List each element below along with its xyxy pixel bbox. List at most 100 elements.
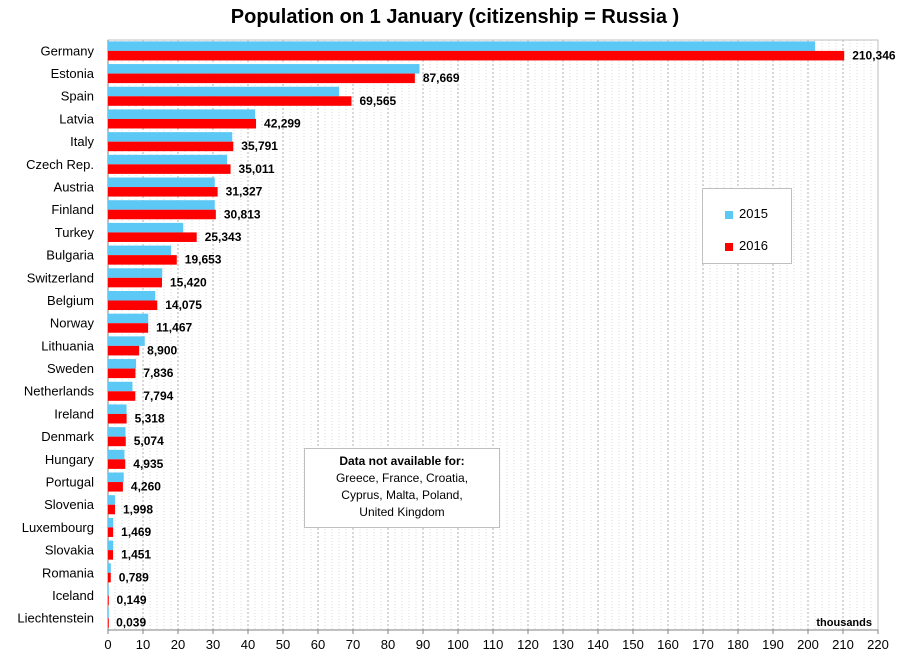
bar-2015: [108, 336, 145, 346]
category-label: Turkey: [55, 225, 95, 240]
data-label-2016: 35,011: [239, 162, 275, 176]
data-label-2016: 15,420: [170, 275, 207, 289]
category-label: Lithuania: [41, 338, 95, 353]
bar-2015: [108, 359, 136, 369]
legend-label-2016: 2016: [739, 238, 768, 253]
bar-2016: [108, 323, 149, 333]
bar-2016: [108, 413, 127, 424]
category-label: Luxembourg: [22, 520, 94, 535]
data-label-2016: 1,469: [121, 525, 151, 539]
note-line: Greece, France, Croatia,: [335, 471, 469, 485]
bar-2016: [108, 550, 114, 560]
bar-2015: [108, 41, 815, 51]
bar-2015: [108, 245, 171, 256]
x-tick-label: 160: [657, 637, 679, 652]
bar-2015: [108, 495, 115, 505]
data-label-2016: 87,669: [423, 71, 460, 85]
x-tick-label: 80: [381, 637, 395, 652]
bar-2016: [108, 118, 257, 129]
bar-2016: [108, 232, 197, 242]
note-line: United Kingdom: [359, 505, 445, 519]
data-label-2016: 1,998: [123, 502, 153, 516]
category-label: Czech Rep.: [26, 157, 94, 172]
category-label: Liechtenstein: [17, 611, 94, 626]
data-label-2016: 5,074: [134, 434, 164, 448]
bar-2015: [108, 563, 111, 573]
bar-2016: [108, 391, 136, 401]
bar-2015: [108, 154, 227, 165]
bar-2016: [108, 368, 136, 379]
bar-2015: [108, 381, 133, 392]
bar-2016: [108, 255, 177, 265]
data-label-2016: 210,346: [852, 48, 896, 62]
legend-item-2015: 2015: [725, 206, 768, 221]
category-label: Latvia: [59, 111, 94, 126]
data-label-2016: 19,653: [185, 253, 222, 267]
bar-2016: [108, 618, 109, 628]
data-label-2016: 8,900: [147, 343, 177, 357]
data-label-2016: 5,318: [135, 412, 165, 426]
data-label-2016: 4,260: [131, 480, 161, 494]
bar-2015: [108, 109, 255, 119]
category-label: Sweden: [47, 361, 94, 376]
bar-2015: [108, 427, 126, 437]
legend-item-2016: 2016: [725, 238, 768, 253]
x-tick-label: 20: [171, 637, 185, 652]
category-label: Spain: [61, 89, 94, 104]
bar-2015: [108, 86, 339, 97]
category-label: Slovakia: [45, 543, 95, 558]
category-label: Belgium: [47, 293, 94, 308]
bar-2015: [108, 132, 233, 142]
category-label: Italy: [70, 134, 94, 149]
note-title: Data not available for:: [339, 454, 465, 468]
bar-2016: [108, 527, 114, 537]
data-label-2016: 1,451: [121, 548, 151, 562]
bar-2016: [108, 572, 111, 583]
category-label: Netherlands: [24, 384, 95, 399]
bar-2015: [108, 222, 184, 233]
bar-2015: [108, 313, 149, 324]
bar-2015: [108, 608, 109, 619]
legend-swatch-2016: [725, 242, 733, 251]
data-label-2016: 42,299: [264, 117, 301, 131]
data-label-2016: 31,327: [226, 185, 263, 199]
x-tick-label: 150: [622, 637, 644, 652]
x-tick-label: 100: [447, 637, 469, 652]
bar-2015: [108, 585, 109, 596]
x-tick-label: 50: [276, 637, 290, 652]
x-tick-label: 40: [241, 637, 255, 652]
category-label: Iceland: [52, 588, 94, 603]
data-label-2016: 30,813: [224, 207, 261, 221]
bar-2015: [108, 200, 215, 210]
bar-2016: [108, 277, 162, 288]
data-label-2016: 4,935: [133, 457, 163, 471]
data-label-2016: 14,075: [165, 298, 202, 312]
bar-2016: [108, 595, 109, 606]
data-label-2016: 35,791: [241, 139, 278, 153]
category-label: Hungary: [45, 452, 95, 467]
legend-swatch-2015: [725, 210, 733, 219]
x-tick-label: 200: [797, 637, 819, 652]
category-label: Estonia: [51, 66, 95, 81]
legend: 2015 2016: [702, 188, 792, 264]
data-label-2016: 0,789: [119, 570, 149, 584]
category-label: Norway: [50, 316, 95, 331]
category-label: Germany: [41, 43, 95, 58]
bar-2016: [108, 436, 126, 447]
bar-2016: [108, 482, 123, 492]
x-tick-label: 140: [587, 637, 609, 652]
data-label-2016: 7,794: [143, 389, 173, 403]
bar-2015: [108, 517, 114, 528]
data-label-2016: 69,565: [359, 94, 396, 108]
data-label-2016: 7,836: [143, 366, 173, 380]
x-unit-label: thousands: [816, 617, 872, 629]
x-tick-label: 60: [311, 637, 325, 652]
x-tick-label: 10: [136, 637, 150, 652]
bar-2015: [108, 290, 156, 301]
bar-2016: [108, 300, 158, 311]
chart-title: Population on 1 January (citizenship = R…: [230, 6, 680, 28]
data-label-2016: 0,039: [116, 616, 146, 630]
data-label-2016: 0,149: [117, 593, 147, 607]
